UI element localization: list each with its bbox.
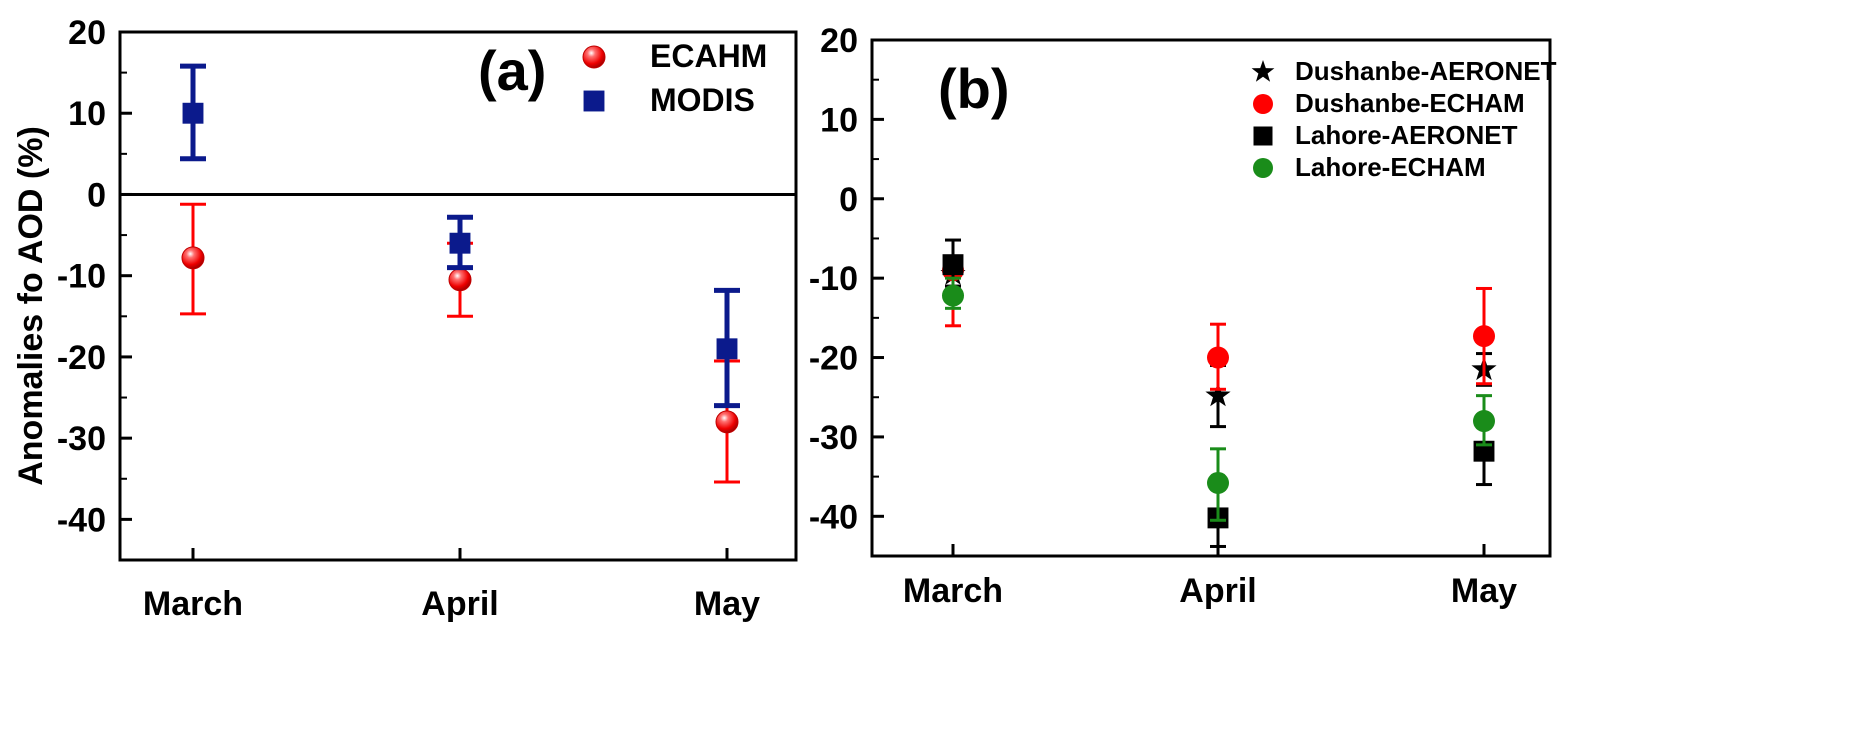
series-modis (180, 63, 740, 409)
plot-frame (870, 38, 1552, 558)
y-tick-label: -20 (57, 339, 106, 377)
y-tick-label: 20 (820, 22, 858, 60)
y-tick-label: -30 (57, 420, 106, 458)
panel-b: 20 10 0 -10 -20 -30 -40 March April May (b) Dushanb… (809, 22, 1557, 610)
legend-marker (1251, 60, 1275, 82)
y-tick-label: 0 (839, 181, 858, 219)
data-point (182, 102, 204, 124)
data-point (181, 246, 205, 270)
y-tick-label: -20 (809, 340, 858, 378)
y-tick-label: -10 (57, 258, 106, 296)
x-category-label: May (1451, 572, 1517, 610)
panel-a: 20 10 0 -10 -20 -30 -40 March April May Anomalies … (12, 14, 798, 623)
legend-label: ECAHM (650, 38, 767, 74)
legend-label: Dushanbe-AERONET (1295, 56, 1557, 86)
data-point (942, 284, 964, 307)
data-point (448, 268, 472, 292)
x-category-label: March (903, 572, 1003, 610)
legend-label: Lahore-ECHAM (1295, 152, 1486, 182)
x-category-label: April (421, 585, 498, 623)
plot-frame (118, 30, 798, 562)
y-axis-label: Anomalies fo AOD (%) (12, 126, 50, 486)
panel-label: (b) (938, 57, 1010, 120)
x-category-label: March (143, 585, 243, 623)
y-tick-label: -40 (57, 501, 106, 539)
data-point (1205, 382, 1231, 407)
legend-marker (1253, 94, 1273, 114)
data-point (449, 232, 471, 254)
data-point (1473, 410, 1495, 433)
panel-label: (a) (478, 39, 546, 102)
data-point (1207, 471, 1229, 494)
data-point (715, 410, 739, 434)
x-category-label: May (694, 585, 760, 623)
series-lahore-echam (942, 276, 1495, 522)
y-tick-label: -10 (809, 260, 858, 298)
data-point (716, 338, 738, 360)
legend-marker (582, 45, 606, 69)
y-tick-label: -40 (809, 498, 858, 536)
legend-label: Dushanbe-ECHAM (1295, 88, 1525, 118)
legend-label: Lahore-AERONET (1295, 120, 1518, 150)
y-tick-label: 10 (820, 101, 858, 139)
y-tick-label: 10 (68, 95, 106, 133)
legend-marker (583, 90, 605, 112)
x-category-label: April (1179, 572, 1256, 610)
data-point (1207, 346, 1229, 369)
data-point (942, 254, 964, 276)
y-tick-label: 20 (68, 14, 106, 52)
series-dushanbe-echam (942, 259, 1495, 391)
y-tick-label: 0 (87, 176, 106, 214)
y-tick-label: -30 (809, 419, 858, 457)
legend-marker (1253, 158, 1273, 178)
legend-label: MODIS (650, 82, 755, 118)
data-point (1473, 325, 1495, 348)
legend-marker (1253, 126, 1273, 146)
